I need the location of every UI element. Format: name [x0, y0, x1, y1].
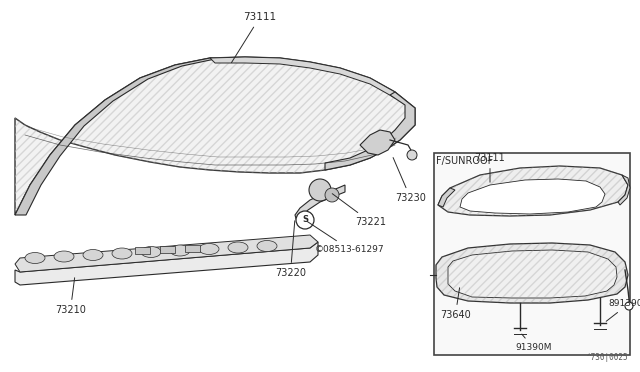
Text: 73220: 73220 [275, 221, 306, 278]
Text: 73221: 73221 [332, 194, 386, 227]
Polygon shape [360, 130, 395, 155]
Polygon shape [448, 250, 617, 298]
Polygon shape [15, 235, 318, 272]
Ellipse shape [257, 241, 277, 251]
Text: 91390M: 91390M [515, 334, 552, 352]
Ellipse shape [83, 250, 103, 260]
Text: 73210: 73210 [55, 278, 86, 315]
Ellipse shape [228, 242, 248, 253]
Circle shape [296, 211, 314, 229]
Polygon shape [295, 185, 345, 222]
Text: 73111: 73111 [232, 12, 276, 62]
Polygon shape [460, 179, 605, 214]
Polygon shape [160, 246, 175, 253]
Text: S: S [302, 215, 308, 224]
Text: 891390M: 891390M [606, 299, 640, 321]
Polygon shape [436, 243, 628, 303]
Polygon shape [618, 175, 630, 205]
Circle shape [407, 150, 417, 160]
Ellipse shape [25, 253, 45, 263]
Polygon shape [135, 247, 150, 254]
Bar [434, 153, 630, 355]
Ellipse shape [199, 244, 219, 254]
Polygon shape [438, 166, 628, 216]
Text: F/SUNROOF: F/SUNROOF [436, 156, 493, 166]
Polygon shape [185, 245, 200, 252]
Text: ©08513-61297: ©08513-61297 [307, 222, 385, 254]
Ellipse shape [112, 248, 132, 259]
Text: ^730|0025: ^730|0025 [586, 353, 628, 362]
Ellipse shape [170, 245, 190, 256]
Circle shape [325, 188, 339, 202]
Text: 73640: 73640 [440, 288, 471, 320]
Text: 73230: 73230 [393, 158, 426, 203]
Text: 73111: 73111 [475, 153, 506, 182]
Polygon shape [325, 92, 415, 170]
Ellipse shape [54, 251, 74, 262]
Polygon shape [15, 242, 318, 285]
Polygon shape [15, 57, 415, 215]
Circle shape [625, 302, 633, 310]
Polygon shape [438, 188, 455, 207]
Polygon shape [15, 58, 215, 215]
Ellipse shape [141, 247, 161, 257]
Polygon shape [210, 57, 395, 98]
Circle shape [309, 179, 331, 201]
